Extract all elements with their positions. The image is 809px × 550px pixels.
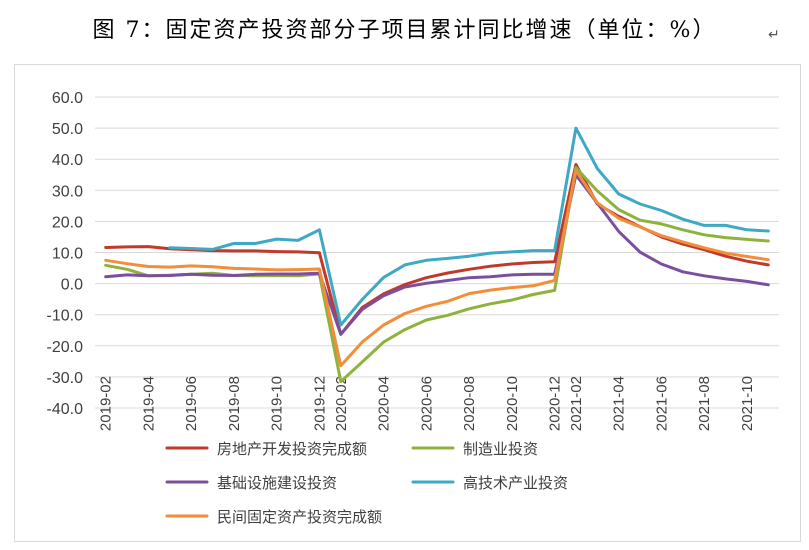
x-tick-label: 2019-12 (311, 376, 328, 431)
x-tick-label: 2020-06 (418, 376, 435, 431)
x-tick-label: 2019-02 (98, 376, 115, 431)
y-tick-label: -40.0 (47, 401, 84, 418)
y-tick-label: -20.0 (47, 339, 84, 356)
series-line-2 (104, 173, 770, 336)
y-tick-label: 60.0 (52, 90, 83, 107)
x-tick-label: 2021-08 (696, 376, 713, 431)
x-tick-label: 2021-10 (739, 376, 756, 431)
y-tick-label: 20.0 (52, 214, 83, 231)
x-tick-label: 2020-04 (376, 376, 393, 431)
figure-title-text: 图 7：固定资产投资部分子项目累计同比增速（单位：%） (92, 18, 717, 43)
x-tick-label: 2021-06 (653, 376, 670, 431)
legend-item: 民间固定资产投资完成额 (165, 508, 382, 526)
x-tick-label: 2020-02 (333, 376, 350, 431)
series-line-4 (104, 168, 770, 368)
y-tick-label: 10.0 (52, 246, 83, 263)
legend-label: 高技术产业投资 (463, 474, 568, 492)
line-chart: 60.0 50.0 40.0 30.0 20.0 10.0 0.0 -10.0 -20.0 -30… (47, 90, 779, 526)
x-tick-label: 2019-10 (269, 376, 286, 431)
series-line-1 (104, 166, 770, 384)
legend-label: 房地产开发投资完成额 (217, 440, 367, 458)
y-tick-label: -10.0 (47, 308, 84, 325)
legend-label: 民间固定资产投资完成额 (217, 508, 382, 526)
y-tick-label: -30.0 (47, 370, 84, 387)
x-tick-label: 2019-04 (140, 376, 157, 431)
y-tick-label: 30.0 (52, 183, 83, 200)
x-tick-label: 2021-02 (568, 376, 585, 431)
series-line-3 (168, 126, 770, 327)
legend-label: 制造业投资 (463, 440, 538, 458)
y-tick-label: 0.0 (61, 277, 83, 294)
x-tick-label: 2020-10 (504, 376, 521, 431)
paragraph-return-mark: ↵ (768, 26, 780, 42)
legend-item: 基础设施建设投资 (165, 474, 337, 492)
y-tick-label: 50.0 (52, 121, 83, 138)
x-tick-label: 2019-06 (183, 376, 200, 431)
figure-title: 图 7：固定资产投资部分子项目累计同比增速（单位：%） (0, 12, 809, 44)
legend-item: 房地产开发投资完成额 (165, 440, 367, 458)
x-tick-label: 2020-08 (461, 376, 478, 431)
legend-item: 高技术产业投资 (411, 474, 568, 492)
x-tick-label: 2019-08 (226, 376, 243, 431)
legend-label: 基础设施建设投资 (217, 474, 337, 492)
legend-item: 制造业投资 (411, 440, 538, 458)
x-tick-label: 2021-04 (611, 376, 628, 431)
x-tick-label: 2020-12 (547, 376, 564, 431)
chart-frame: 60.0 50.0 40.0 30.0 20.0 10.0 0.0 -10.0 -20.0 -30… (14, 64, 801, 542)
y-tick-label: 40.0 (52, 152, 83, 169)
